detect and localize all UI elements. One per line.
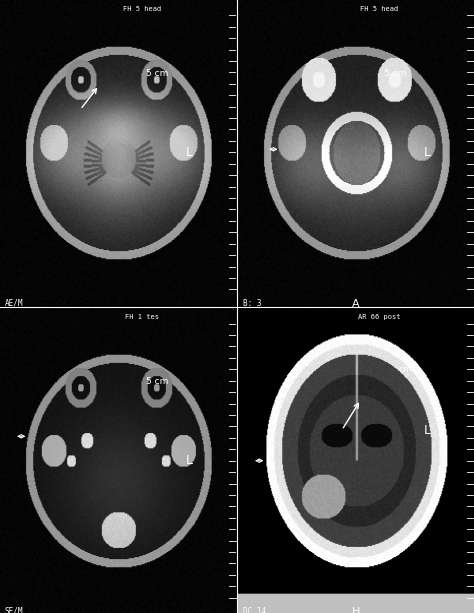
Text: DC 14
SE/M
SI 17: DC 14 SE/M SI 17 xyxy=(243,607,266,613)
Text: AR 66 post: AR 66 post xyxy=(358,314,401,321)
Text: FH 1 tes: FH 1 tes xyxy=(125,314,159,321)
Text: L: L xyxy=(185,454,192,467)
Text: 5 cm: 5 cm xyxy=(146,69,169,78)
Text: 5 cm: 5 cm xyxy=(146,377,169,386)
Text: FH 5 head: FH 5 head xyxy=(122,6,161,12)
Text: cm: cm xyxy=(399,365,412,374)
Text: SE/M
SI 7: SE/M SI 7 xyxy=(5,607,23,613)
Text: L: L xyxy=(423,424,430,436)
Text: A: A xyxy=(352,299,360,308)
Text: L: L xyxy=(423,146,430,159)
Text: FH 5 head: FH 5 head xyxy=(360,6,399,12)
Text: L: L xyxy=(185,146,192,159)
Text: H: H xyxy=(352,607,360,613)
Text: AE/M
SI 8: AE/M SI 8 xyxy=(5,299,23,319)
Text: B: 3
TSE/M
SI 8: B: 3 TSE/M SI 8 xyxy=(243,299,266,330)
Text: 5 cm: 5 cm xyxy=(384,69,407,78)
